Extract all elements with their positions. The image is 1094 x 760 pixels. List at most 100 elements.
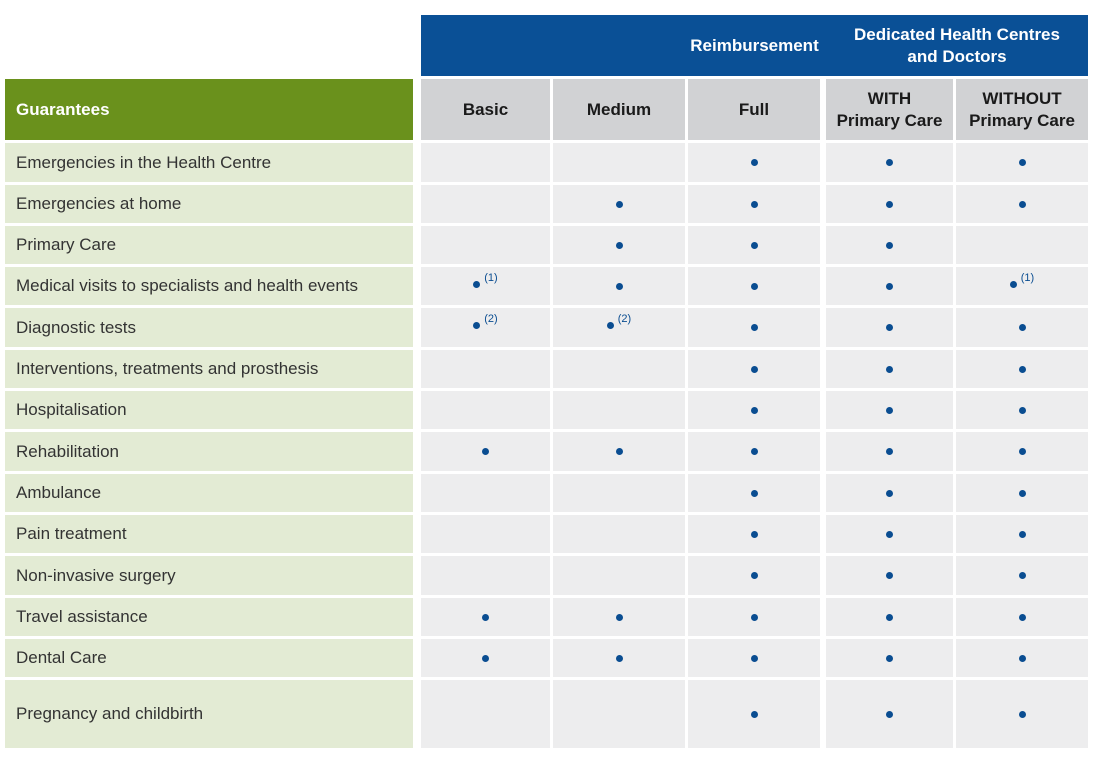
included-mark [750, 324, 758, 331]
included-mark [886, 613, 893, 621]
included-mark: (1) [473, 272, 498, 292]
col-header-without: WITHOUT Primary Care [956, 79, 1088, 140]
bullet-icon [886, 159, 893, 166]
cell-basic [421, 391, 550, 429]
bullet-icon [750, 159, 758, 166]
included-mark [750, 530, 758, 538]
included-mark [1018, 489, 1026, 497]
included-mark [1018, 365, 1026, 373]
included-mark [615, 200, 623, 208]
included-mark [886, 530, 893, 538]
col-header-basic: Basic [421, 79, 550, 140]
bullet-icon [750, 613, 758, 621]
cell-basic: (2) [421, 308, 550, 347]
row-label-text: Diagnostic tests [16, 317, 136, 337]
included-mark [482, 448, 489, 455]
bullet-icon [1018, 489, 1026, 497]
bullet-icon [615, 241, 623, 249]
cell-full [688, 267, 820, 305]
cell-with [826, 432, 953, 471]
bullet-icon [750, 572, 758, 579]
bullet-icon [1009, 280, 1017, 288]
cell-medium [553, 350, 685, 388]
included-mark [1018, 406, 1026, 414]
bullet-icon [1018, 448, 1026, 455]
cell-without [956, 474, 1088, 512]
cell-with [826, 350, 953, 388]
cell-basic [421, 556, 550, 595]
bullet-icon [886, 572, 893, 579]
bullet-icon [750, 241, 758, 249]
cell-without [956, 143, 1088, 182]
included-mark [750, 406, 758, 414]
bullet-icon [1018, 572, 1026, 579]
cell-basic [421, 432, 550, 471]
cell-with [826, 598, 953, 636]
bullet-icon [750, 406, 758, 414]
cell-basic [421, 226, 550, 264]
bullet-icon [750, 654, 758, 662]
bullet-icon [750, 710, 758, 718]
bullet-icon [886, 200, 893, 208]
cell-without [956, 185, 1088, 223]
cell-medium [553, 432, 685, 471]
cell-full [688, 308, 820, 347]
cell-medium [553, 680, 685, 748]
bullet-icon [886, 489, 893, 497]
cell-full [688, 391, 820, 429]
included-mark [615, 241, 623, 249]
bullet-icon [1018, 200, 1026, 208]
cell-without [956, 680, 1088, 748]
included-mark [886, 282, 893, 290]
cell-full [688, 515, 820, 553]
bullet-icon [750, 448, 758, 455]
cell-basic [421, 515, 550, 553]
cell-medium: (2) [553, 308, 685, 347]
cell-basic: (1) [421, 267, 550, 305]
col-header-without-line1: WITHOUT [982, 88, 1062, 108]
included-mark [886, 241, 893, 249]
row-label: Emergencies in the Health Centre [5, 143, 413, 182]
cell-full [688, 556, 820, 595]
included-mark [750, 365, 758, 373]
bullet-icon [1018, 710, 1026, 718]
footnote-ref: (1) [1020, 271, 1035, 284]
bullet-icon [473, 322, 481, 329]
cell-without: (1) [956, 267, 1088, 305]
included-mark [1018, 572, 1026, 579]
cell-with [826, 556, 953, 595]
footnote-ref: (1) [484, 271, 498, 284]
included-mark [615, 613, 623, 621]
bullet-icon [606, 322, 614, 329]
bullet-icon [1018, 654, 1026, 662]
bullet-icon [615, 200, 623, 208]
included-mark [886, 489, 893, 497]
included-mark [615, 448, 623, 455]
row-label-text: Hospitalisation [16, 400, 127, 419]
row-label-text: Emergencies in the Health Centre [16, 152, 272, 172]
cell-with [826, 391, 953, 429]
cell-medium [553, 556, 685, 595]
row-label: Emergencies at home [5, 185, 413, 223]
cell-without [956, 432, 1088, 471]
cell-basic [421, 185, 550, 223]
included-mark [615, 654, 623, 662]
cell-medium [553, 598, 685, 636]
row-label-text: Rehabilitation [16, 441, 120, 461]
included-mark [750, 613, 758, 621]
col-header-with-line2: Primary Care [836, 110, 943, 130]
cell-without [956, 639, 1088, 677]
included-mark [750, 282, 758, 290]
bullet-icon [886, 448, 893, 455]
row-label: Dental Care [5, 639, 413, 677]
bullet-icon [1018, 159, 1026, 166]
included-mark [886, 365, 893, 373]
col-header-guarantees-label: Guarantees [16, 99, 110, 119]
col-header-guarantees: Guarantees [5, 79, 413, 140]
row-label-text: Travel assistance [16, 607, 148, 626]
bullet-icon [750, 530, 758, 538]
footnote-ref: (2) [617, 313, 632, 325]
cell-full [688, 432, 820, 471]
cell-full [688, 143, 820, 182]
bullet-icon [615, 448, 623, 455]
